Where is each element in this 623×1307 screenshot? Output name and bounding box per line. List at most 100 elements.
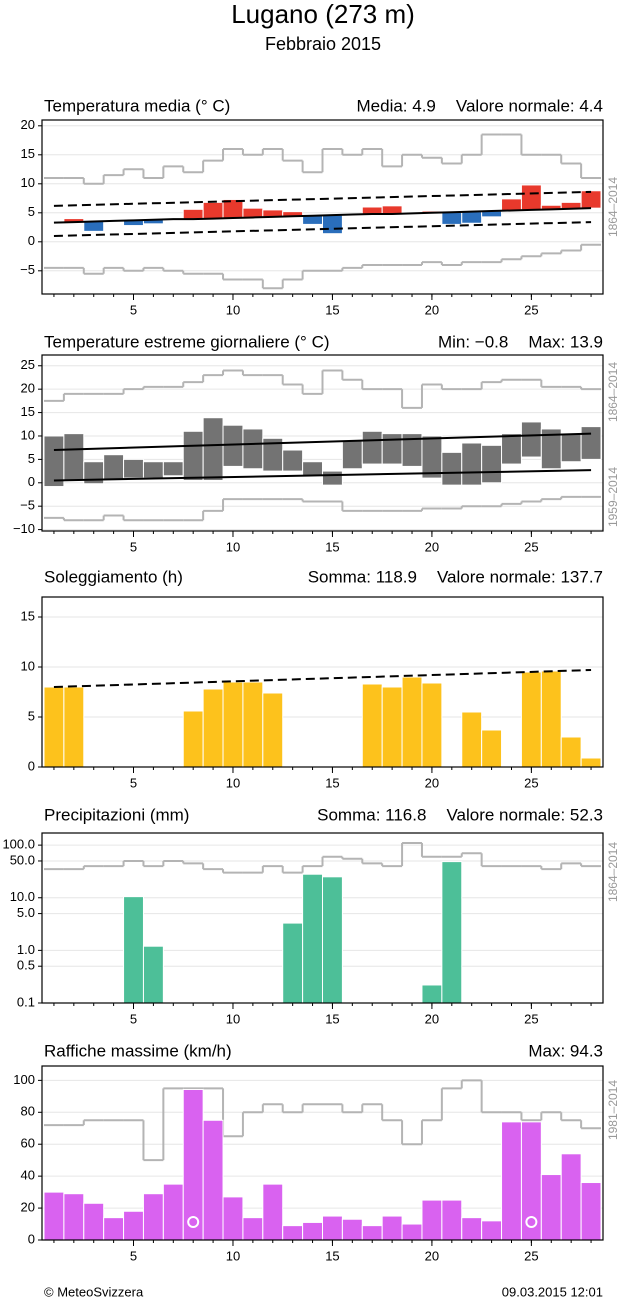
- y-tick-label: 10: [21, 658, 35, 673]
- bar: [43, 686, 65, 768]
- x-tick-label: 15: [325, 1011, 339, 1026]
- range-bar: [43, 435, 65, 488]
- panel: Temperature estreme giornaliere (° C) Max…: [13, 332, 620, 554]
- y-tick-label: 0: [28, 1231, 35, 1246]
- period-label: 1864–2014: [606, 842, 620, 902]
- bar: [222, 1196, 244, 1241]
- y-tick-label: 15: [21, 146, 35, 161]
- bar: [282, 922, 304, 1004]
- bar: [202, 688, 224, 768]
- range-bar: [560, 433, 582, 463]
- anomaly-bar: [501, 198, 522, 211]
- normal-line: [53, 190, 592, 207]
- bar: [182, 710, 204, 768]
- bar: [162, 1183, 184, 1241]
- x-tick-label: 5: [130, 775, 137, 790]
- bar: [282, 1225, 304, 1241]
- x-tick-label: 20: [425, 1011, 439, 1026]
- bar: [262, 692, 284, 768]
- bar: [560, 736, 582, 768]
- plot-frame: [41, 1065, 604, 1241]
- panel-stat: Min: −0.8: [438, 332, 508, 351]
- normal-line: [53, 432, 592, 452]
- x-tick-label: 20: [425, 539, 439, 554]
- y-tick-label: 60: [21, 1136, 35, 1151]
- bar: [202, 1119, 224, 1241]
- y-tick-label: 40: [21, 1168, 35, 1183]
- x-tick-label: 10: [226, 775, 240, 790]
- anomaly-bar: [381, 205, 403, 215]
- anomaly-bar: [520, 184, 542, 211]
- range-bar: [182, 430, 204, 481]
- anomaly-bar: [322, 214, 343, 235]
- panel: Soleggiamento (h) Valore normale: 137.7 So…: [21, 567, 604, 790]
- bar: [580, 757, 602, 768]
- x-tick-label: 20: [425, 775, 439, 790]
- bar: [540, 670, 562, 768]
- y-tick-label: 5: [28, 204, 35, 219]
- bar: [520, 1121, 542, 1241]
- range-bar: [361, 430, 383, 465]
- range-bar: [302, 461, 324, 477]
- range-bar: [123, 458, 144, 479]
- y-tick-label: 0.5: [17, 958, 35, 973]
- y-tick-label: 10.0: [10, 889, 35, 904]
- panel-title: Raffiche massime (km/h): [44, 1041, 232, 1060]
- y-tick-label: 1.0: [17, 942, 35, 957]
- copyright: © MeteoSvizzera: [44, 1284, 144, 1299]
- y-tick-label: −10: [13, 521, 35, 536]
- y-tick-label: 5.0: [17, 905, 35, 920]
- panel-stat: Somma: 118.9: [308, 567, 417, 586]
- bar: [103, 1217, 125, 1241]
- panel-stat: Somma: 116.8: [317, 805, 426, 824]
- range-bar: [381, 433, 403, 465]
- panel-title: Precipitazioni (mm): [44, 805, 189, 824]
- y-tick-label: 20: [21, 1200, 35, 1215]
- bar: [381, 686, 403, 768]
- page-subtitle: Febbraio 2015: [265, 34, 381, 54]
- anomaly-bar: [441, 211, 463, 225]
- range-bar: [202, 417, 224, 481]
- y-tick-label: 20: [21, 381, 35, 396]
- x-tick-label: 15: [325, 775, 339, 790]
- bar: [580, 1182, 602, 1241]
- range-bar: [103, 454, 125, 481]
- y-tick-label: −5: [20, 262, 35, 277]
- y-tick-label: 10: [21, 175, 35, 190]
- range-bar: [481, 444, 503, 484]
- bar: [540, 1174, 562, 1241]
- period-label: 1981–2014: [606, 1080, 620, 1140]
- bar: [481, 729, 503, 768]
- bar: [361, 1225, 383, 1241]
- bar: [63, 686, 85, 768]
- panel-stat: Media: 4.9: [357, 96, 436, 115]
- range-bar: [142, 461, 164, 479]
- anomaly-bar: [580, 190, 602, 209]
- x-tick-label: 10: [226, 1248, 240, 1263]
- bar: [302, 873, 324, 1004]
- bar: [421, 984, 443, 1004]
- y-tick-label: 100.0: [2, 837, 35, 852]
- timestamp: 09.03.2015 12:01: [502, 1284, 603, 1299]
- period-label: 1864–2014: [606, 177, 620, 237]
- panel: Precipitazioni (mm) Valore normale: 52.3 S…: [2, 805, 620, 1026]
- panel-title: Temperatura media (° C): [44, 96, 230, 115]
- x-tick-label: 25: [524, 775, 538, 790]
- y-tick-label: 100: [13, 1072, 35, 1087]
- anomaly-bar: [302, 215, 324, 225]
- range-bar: [162, 461, 184, 477]
- range-bar: [242, 428, 264, 470]
- x-tick-label: 20: [425, 1248, 439, 1263]
- x-tick-label: 25: [524, 302, 538, 317]
- bar: [142, 945, 164, 1004]
- x-tick-label: 25: [524, 1011, 538, 1026]
- range-bar: [441, 451, 463, 486]
- x-tick-label: 5: [130, 1011, 137, 1026]
- bar: [441, 861, 463, 1004]
- x-tick-label: 25: [524, 1248, 538, 1263]
- normal-line: [53, 669, 592, 688]
- bar: [302, 1221, 324, 1241]
- x-tick-label: 10: [226, 1011, 240, 1026]
- bar: [123, 896, 144, 1004]
